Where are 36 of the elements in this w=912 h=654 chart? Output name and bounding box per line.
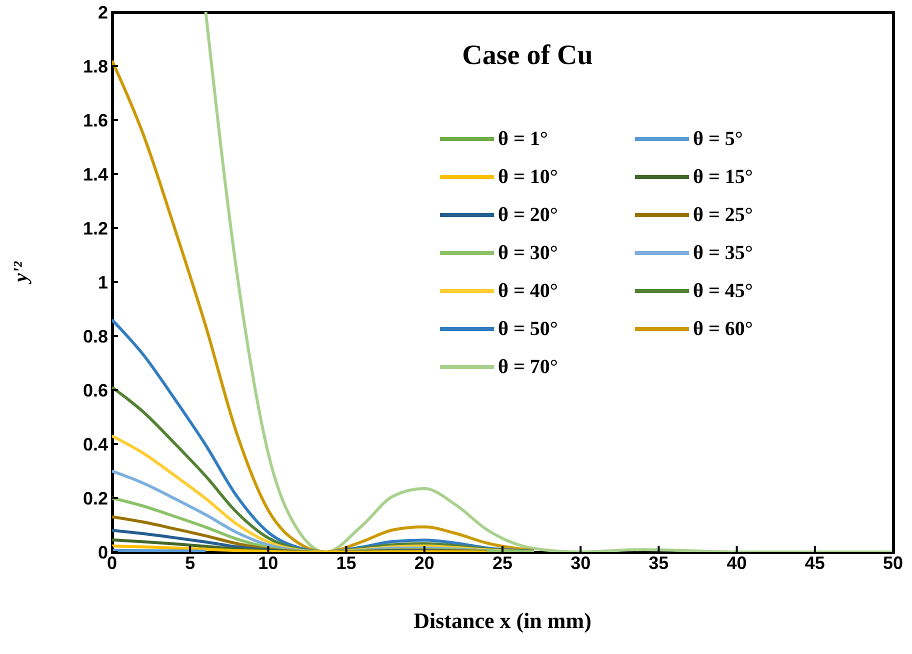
y-tick-label: 1 [98, 272, 108, 292]
y-tick-label: 1.6 [82, 110, 108, 130]
legend-label: θ = 70° [498, 356, 558, 378]
x-tick-label: 5 [185, 552, 196, 573]
y-tick-label: 0.4 [82, 434, 108, 454]
x-tick-label: 50 [882, 552, 904, 573]
legend-label: θ = 60° [693, 318, 753, 340]
legend-label: θ = 25° [693, 204, 753, 226]
x-tick-label: 35 [648, 552, 669, 573]
legend-label: θ = 10° [498, 166, 558, 188]
y-tick-label: 2 [98, 2, 108, 22]
y-tick-label: 0.2 [82, 488, 108, 508]
legend-label: θ = 1° [498, 128, 548, 150]
legend-label: θ = 50° [498, 318, 558, 340]
y-tick-label: 1.2 [82, 218, 108, 238]
legend-label: θ = 20° [498, 204, 558, 226]
x-axis-title: Distance x (in mm) [414, 608, 592, 633]
legend-label: θ = 45° [693, 280, 753, 302]
legend-label: θ = 5° [693, 128, 743, 150]
x-tick-label: 15 [336, 552, 356, 573]
legend-label: θ = 40° [498, 280, 558, 302]
y-tick-label: 0.6 [82, 380, 108, 400]
y-tick-label: 1.8 [82, 56, 108, 76]
x-tick-label: 25 [492, 552, 513, 573]
x-tick-label: 10 [258, 552, 278, 573]
y-tick-label: 1.4 [82, 164, 108, 184]
x-tick-label: 45 [804, 552, 825, 573]
x-tick-label: 40 [726, 552, 747, 573]
y-axis-title: y'² [10, 260, 32, 284]
text: Case of Cu [462, 40, 593, 71]
y-tick-label: 0.8 [82, 326, 108, 346]
legend-label: θ = 30° [498, 242, 558, 264]
legend-label: θ = 35° [693, 242, 753, 264]
legend-label: θ = 15° [693, 166, 753, 188]
x-tick-label: 20 [414, 552, 434, 573]
x-tick-label: 30 [570, 552, 591, 573]
